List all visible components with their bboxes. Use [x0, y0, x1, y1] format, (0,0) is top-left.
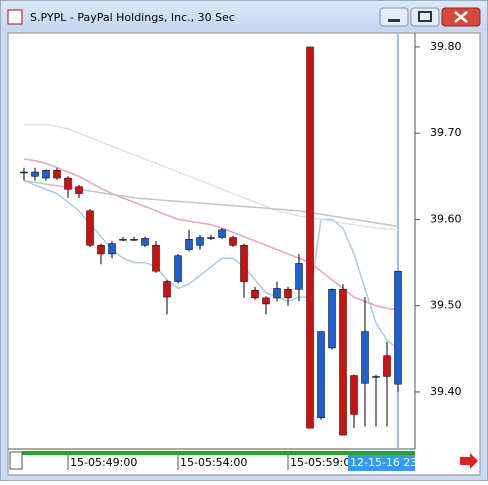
indicator-line [23, 158, 399, 311]
candle-body [284, 289, 292, 299]
candle-body [361, 331, 369, 384]
candle-body [295, 263, 303, 290]
scroll-strip [22, 451, 415, 455]
minimize-button[interactable] [379, 7, 409, 27]
candle-body [20, 171, 28, 174]
candle-body [130, 239, 138, 241]
candle-body [152, 245, 160, 272]
window-title: S.PYPL - PayPal Holdings, Inc., 30 Sec [30, 11, 235, 24]
indicator-line [24, 123, 399, 231]
candle-body [251, 289, 259, 299]
candle-body [64, 177, 72, 190]
x-tick-label: 15-05:59:00 [290, 456, 357, 469]
candle-body [328, 289, 336, 349]
y-tick-label: 39.80 [430, 40, 462, 53]
maximize-icon [418, 11, 432, 22]
scroll-box[interactable] [9, 451, 23, 470]
candle-body [163, 281, 171, 298]
candle-body [86, 210, 94, 246]
scroll-right-arrow[interactable] [460, 453, 478, 469]
y-tick-label: 39.70 [430, 126, 462, 139]
app-icon [7, 9, 23, 25]
candle-body [42, 170, 50, 179]
candle-body [372, 376, 380, 378]
candle-body [218, 229, 226, 238]
candle-body [31, 171, 39, 177]
candle-body [174, 255, 182, 282]
candle-body [240, 245, 248, 282]
candle-body [350, 375, 358, 415]
candle-body [119, 239, 127, 241]
candle-body [383, 355, 391, 377]
candle-body [97, 245, 105, 255]
candle-body [339, 289, 347, 436]
candle-body [273, 288, 281, 299]
y-tick-label: 39.50 [430, 299, 462, 312]
x-tick-label: 15-05:54:00 [180, 456, 247, 469]
y-tick-label: 39.40 [430, 385, 462, 398]
cursor-label-box [348, 455, 415, 471]
candle-body [262, 297, 270, 305]
close-icon [454, 11, 468, 23]
minimize-icon [388, 19, 400, 22]
y-tick-label: 39.60 [430, 212, 462, 225]
candle-body [53, 170, 61, 179]
candle-body [108, 243, 116, 255]
candle-body [185, 239, 193, 250]
maximize-button[interactable] [410, 7, 440, 27]
candle-body [317, 331, 325, 419]
candle-body [229, 237, 237, 246]
candle-body [75, 186, 83, 194]
candle-body [207, 237, 215, 239]
indicator-line [23, 179, 399, 228]
candle-body [306, 46, 314, 429]
candle-body [394, 270, 402, 385]
candle-body [141, 238, 149, 246]
cursor-label: 12-15-16 23:34:00 [350, 456, 453, 469]
candle-body [196, 237, 204, 246]
x-tick-label: 15-05:49:00 [70, 456, 137, 469]
